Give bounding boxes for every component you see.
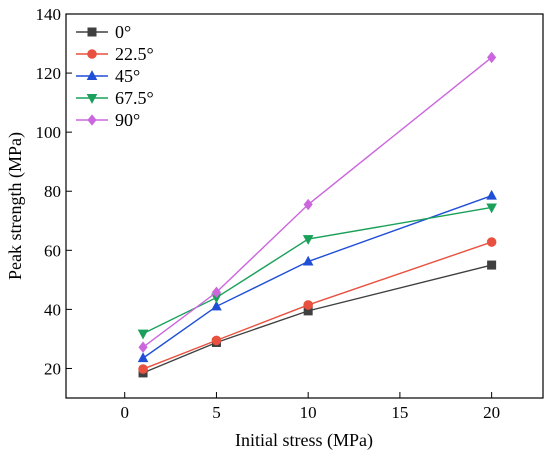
data-point [302,235,314,245]
legend: 0°22.5°45°67.5°90° [76,22,154,130]
series-3 [137,203,497,340]
y-tick-label: 100 [36,123,62,142]
x-tick-label: 10 [300,403,317,422]
plot-frame [65,13,544,399]
y-tick-label: 140 [36,5,62,24]
data-point [137,352,149,363]
y-tick-label: 40 [44,300,61,319]
legend-item: 67.5° [76,88,154,108]
data-point [138,341,148,353]
x-tick-label: 20 [483,403,500,422]
legend-marker [86,94,98,104]
legend-marker [86,70,98,80]
x-axis-ticks: 0 5 10 15 20 [120,392,500,422]
series-line [142,206,492,335]
data-point [211,300,222,311]
y-tick-label: 20 [44,359,61,378]
legend-item: 0° [76,22,131,42]
x-tick-label: 0 [120,403,129,422]
y-axis-ticks: 20 40 60 80 100 120 140 [36,5,72,378]
data-point [486,203,497,214]
data-point [303,198,313,211]
legend-label: 22.5° [115,44,154,64]
legend-label: 67.5° [115,88,154,108]
data-point [302,255,314,266]
data-point [211,335,222,346]
series-0 [138,260,497,378]
data-point [137,329,149,340]
series-2 [137,189,497,363]
legend-item: 45° [76,66,140,86]
series-1 [138,237,497,374]
legend-label: 45° [115,66,140,86]
y-axis-title: Peak strength (MPa) [5,132,26,280]
legend-item: 90° [76,110,140,130]
data-point [487,260,497,270]
legend-label: 90° [115,110,140,130]
x-tick-label: 5 [212,403,221,422]
y-tick-label: 60 [44,241,61,260]
series-line [142,264,492,374]
series-line [142,56,493,348]
data-point [303,300,313,310]
legend-label: 0° [115,22,131,42]
legend-item: 22.5° [76,44,154,64]
data-point [211,286,222,298]
data-point [487,51,497,64]
series-line [142,195,492,359]
series-line [142,241,492,370]
legend-marker [87,114,97,126]
y-tick-label: 80 [44,182,61,201]
legend-marker [87,27,97,37]
series-4 [138,51,497,353]
data-point [486,237,497,247]
y-tick-label: 120 [36,64,62,83]
x-tick-label: 15 [391,403,408,422]
data-point [138,364,148,374]
data-point [486,189,497,200]
legend-marker [87,49,97,59]
series-layer [137,51,497,378]
x-axis-title: Initial stress (MPa) [235,430,373,451]
